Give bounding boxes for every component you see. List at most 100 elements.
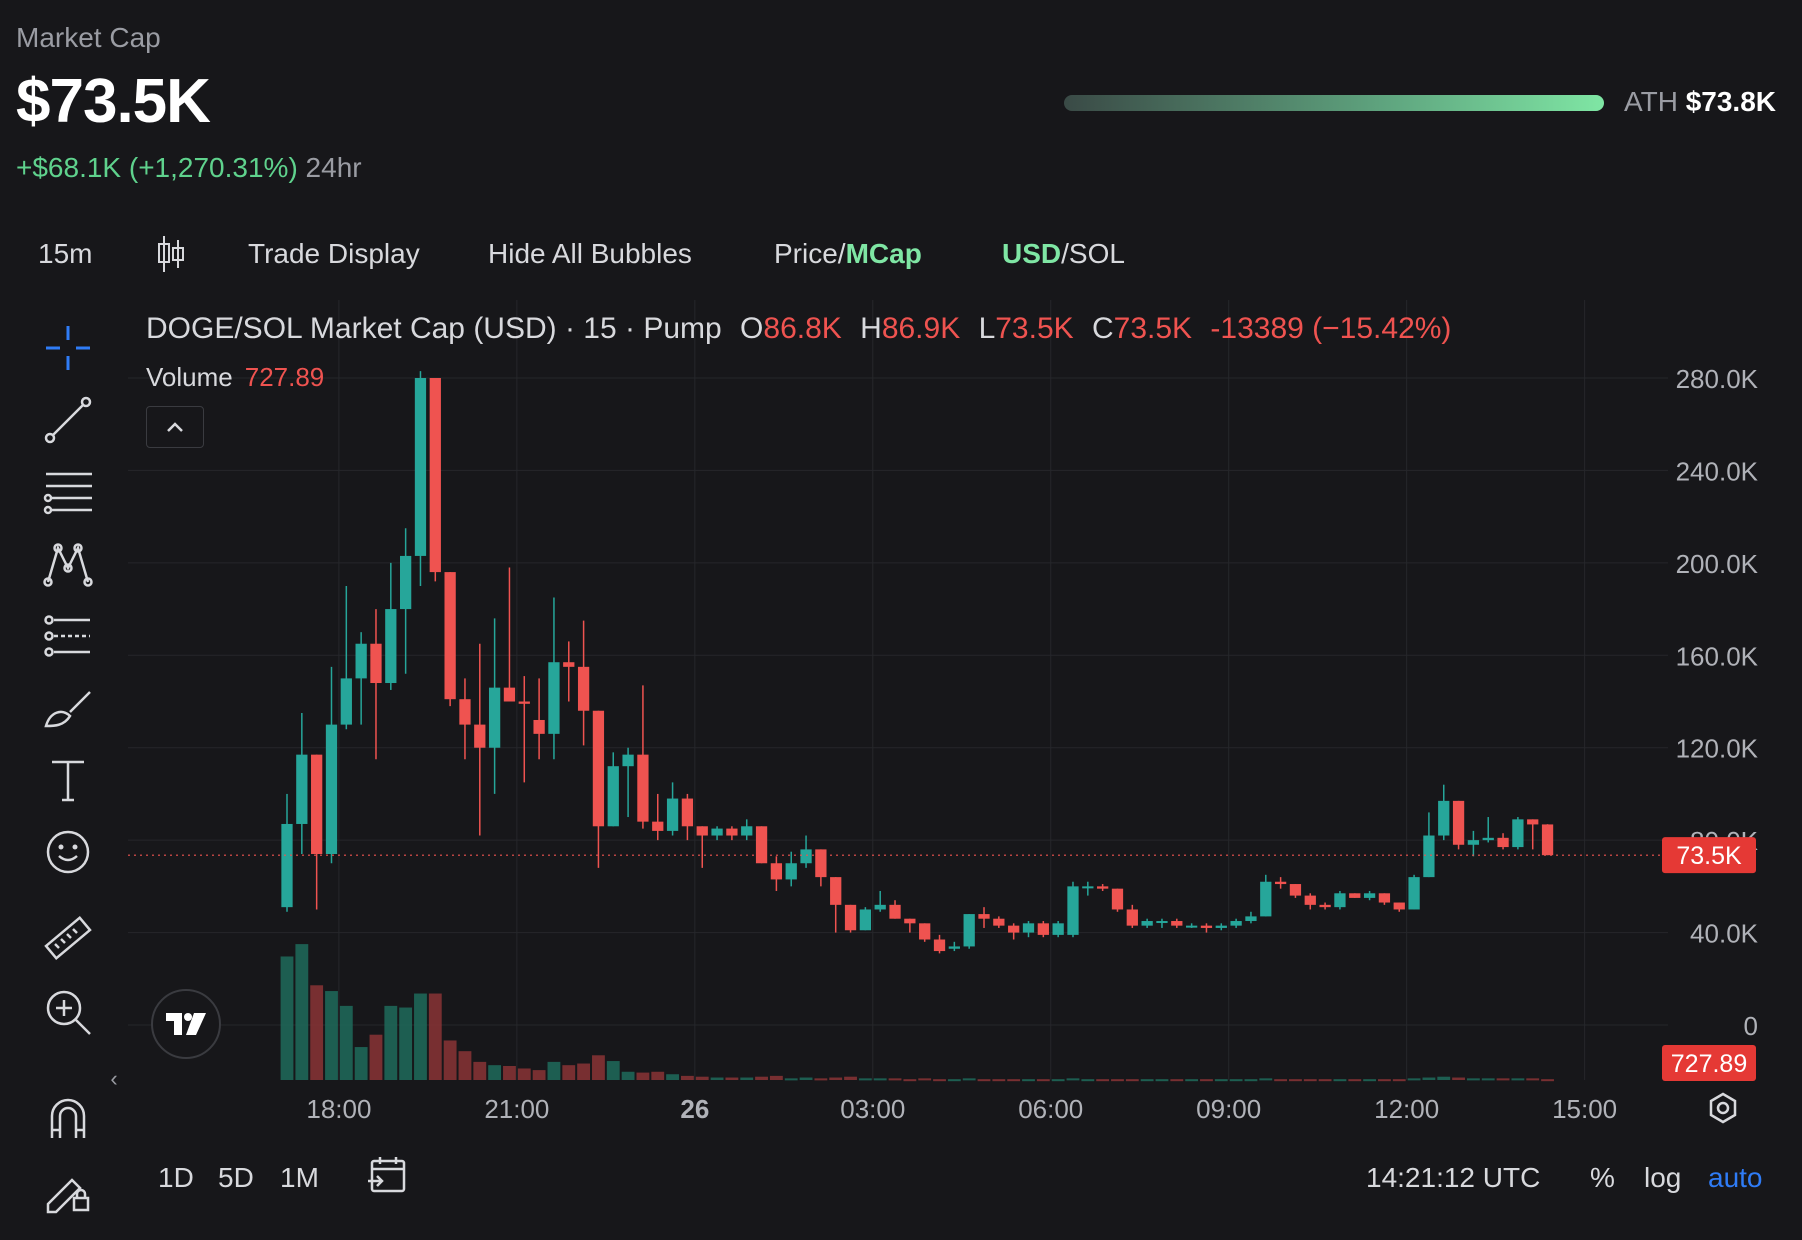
- price-option[interactable]: Price/: [774, 238, 846, 269]
- crosshair-tool[interactable]: [40, 320, 96, 376]
- candle-body: [978, 914, 990, 919]
- volume-bar: [962, 1078, 976, 1081]
- candle-body: [1408, 877, 1420, 910]
- volume-bar: [992, 1079, 1006, 1082]
- candle-body: [1097, 886, 1109, 889]
- magnet-tool[interactable]: [40, 1090, 96, 1146]
- candle-body: [1171, 921, 1183, 926]
- candle-body: [815, 849, 827, 878]
- calendar-icon: [368, 1157, 406, 1193]
- mcap-option[interactable]: MCap: [845, 238, 922, 269]
- volume-bar: [918, 1078, 932, 1081]
- volume-bar: [325, 991, 338, 1080]
- collapse-toolbar-icon[interactable]: ‹: [110, 1066, 118, 1091]
- usd-option[interactable]: USD: [1002, 238, 1062, 269]
- forecast-tool[interactable]: [40, 608, 96, 664]
- x-axis: 18:00 21:00 26 03:00 06:00 09:00 12:00 15:00: [306, 1094, 1617, 1120]
- volume-bar: [503, 1066, 516, 1080]
- candle-body: [1363, 893, 1376, 898]
- candle-body: [1126, 909, 1138, 926]
- candle-type-icon[interactable]: [156, 234, 186, 281]
- text-tool[interactable]: [40, 752, 96, 808]
- hide-bubbles-button[interactable]: Hide All Bubbles: [488, 238, 692, 269]
- tradingview-logo[interactable]: [151, 989, 221, 1059]
- lock-drawings-tool[interactable]: [40, 1162, 96, 1218]
- volume-bar: [1541, 1079, 1554, 1082]
- volume-bar: [1155, 1079, 1169, 1082]
- legend-c-label: C: [1092, 312, 1114, 345]
- candle-body: [1423, 835, 1435, 878]
- auto-scale-button[interactable]: auto: [1708, 1162, 1763, 1193]
- volume-bar: [769, 1075, 783, 1080]
- trend-line-tool[interactable]: [40, 392, 96, 448]
- candle-body: [800, 849, 812, 864]
- candle-body: [770, 863, 783, 880]
- candle-body: [1111, 888, 1124, 910]
- zoom-tool[interactable]: [40, 984, 96, 1040]
- measure-tool[interactable]: [40, 912, 96, 968]
- volume-bar: [636, 1072, 650, 1080]
- fib-tool[interactable]: [40, 464, 96, 520]
- price-mcap-toggle[interactable]: Price/MCap: [774, 238, 922, 270]
- volume-bar: [844, 1076, 857, 1080]
- pattern-tool[interactable]: [40, 536, 96, 592]
- range-5d-button[interactable]: 5D: [218, 1162, 254, 1193]
- candle-body: [1497, 837, 1509, 848]
- candle-body: [281, 823, 293, 908]
- sol-option[interactable]: /SOL: [1061, 238, 1125, 269]
- range-1m-button[interactable]: 1M: [280, 1162, 319, 1193]
- volume-bar: [740, 1077, 754, 1080]
- volume-bar: [354, 1047, 368, 1080]
- candle-body: [993, 918, 1005, 926]
- log-scale-button[interactable]: log: [1644, 1162, 1682, 1193]
- legend-close: 73.5K: [1113, 312, 1193, 345]
- pencil-lock-icon: [46, 1178, 90, 1214]
- candle-body: [518, 701, 530, 704]
- candle-body: [1022, 923, 1035, 933]
- legend-low: 73.5K: [995, 312, 1074, 345]
- percent-scale-button[interactable]: %: [1590, 1162, 1615, 1193]
- brush-tool[interactable]: [40, 680, 96, 736]
- y-tick-label: 200.0K: [1676, 549, 1759, 579]
- legend-title: DOGE/SOL Market Cap (USD) · 15 · Pump: [146, 312, 722, 345]
- market-cap-chart[interactable]: 280.0K240.0K200.0K160.0K120.0K80.0K40.0K…: [128, 290, 1802, 1120]
- volume-bar: [1096, 1079, 1110, 1082]
- emoji-tool[interactable]: [40, 824, 96, 880]
- volume-bar: [295, 944, 309, 1080]
- trade-display-button[interactable]: Trade Display: [248, 238, 420, 269]
- volume-bar: [577, 1063, 591, 1080]
- chart-settings-button[interactable]: [1706, 1091, 1740, 1125]
- interval-selector[interactable]: 15m: [38, 238, 93, 269]
- range-1d-button[interactable]: 1D: [158, 1162, 194, 1193]
- go-to-date-button[interactable]: [366, 1154, 408, 1203]
- ath-display: ATH $73.8K: [1624, 86, 1776, 118]
- volume-bar: [1378, 1079, 1391, 1082]
- candle-body: [296, 754, 308, 824]
- utc-time[interactable]: 14:21:12 UTC: [1366, 1162, 1541, 1193]
- current-price-line: 73.5K 727.89: [128, 837, 1756, 1081]
- collapse-legend-button[interactable]: [146, 406, 204, 448]
- market-cap-value: $73.5K: [16, 67, 211, 136]
- volume-bar: [651, 1071, 665, 1080]
- volume-bar: [814, 1078, 828, 1081]
- volume-bar: [517, 1068, 531, 1080]
- candle-body: [1304, 895, 1316, 905]
- volume-bar: [695, 1076, 709, 1080]
- x-tick-label: 06:00: [1018, 1094, 1083, 1120]
- volume-bar: [458, 1051, 472, 1080]
- horizontal-lines-icon: [43, 472, 92, 515]
- candle-body: [637, 754, 649, 822]
- volume-bar: [903, 1079, 917, 1082]
- volume-bar: [1407, 1078, 1421, 1081]
- volume-bar: [1051, 1079, 1065, 1082]
- volume-bar: [977, 1079, 991, 1082]
- volume-bar: [1333, 1079, 1347, 1082]
- candle-body: [400, 555, 412, 610]
- change-value: +$68.1K (+1,270.31%): [16, 152, 298, 183]
- volume-bars: [280, 944, 1554, 1082]
- candle-body: [919, 923, 931, 940]
- brush-icon: [44, 691, 91, 728]
- currency-toggle[interactable]: USD/SOL: [1002, 238, 1125, 270]
- candle-body: [726, 828, 738, 836]
- x-tick-label: 15:00: [1552, 1094, 1617, 1120]
